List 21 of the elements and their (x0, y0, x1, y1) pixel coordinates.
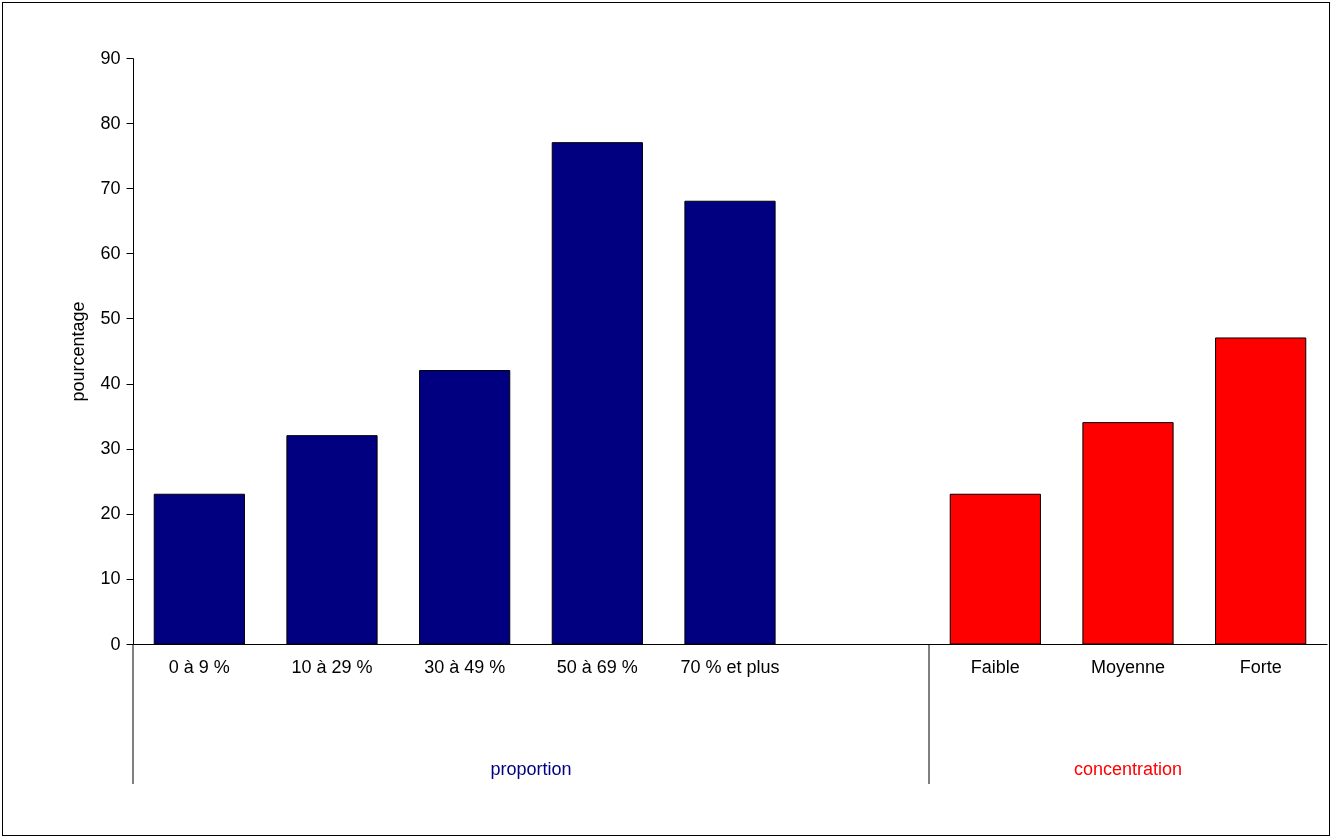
x-tick-label: Faible (970, 656, 1020, 677)
text: proportion (490, 759, 572, 779)
x-tick-label: 50 à 69 % (556, 656, 638, 677)
y-tick-label: 10 (100, 568, 121, 589)
x-tick-label: 10 à 29 % (291, 656, 373, 677)
x-tick-label: Forte (1239, 656, 1282, 677)
y-tick-label: 70 (100, 177, 121, 198)
y-tick-label: 0 (110, 633, 121, 654)
y-tick-label: 60 (100, 242, 121, 263)
y-tick-label: 40 (100, 373, 121, 394)
y-tick-label: 90 (100, 47, 121, 68)
y-tick-label: 50 (100, 307, 121, 328)
y-tick-label: 80 (100, 112, 121, 133)
x-tick-label: 30 à 49 % (424, 656, 506, 677)
x-tick-label: Moyenne (1090, 656, 1166, 677)
y-tick-label: 30 (100, 438, 121, 459)
x-tick-label: 0 à 9 % (168, 656, 230, 677)
y-tick-label: 20 (100, 503, 121, 524)
y-axis-title: pourcentage (68, 301, 89, 402)
x-tick-label: 70 % et plus (680, 656, 780, 677)
text: concentration (1073, 759, 1183, 779)
